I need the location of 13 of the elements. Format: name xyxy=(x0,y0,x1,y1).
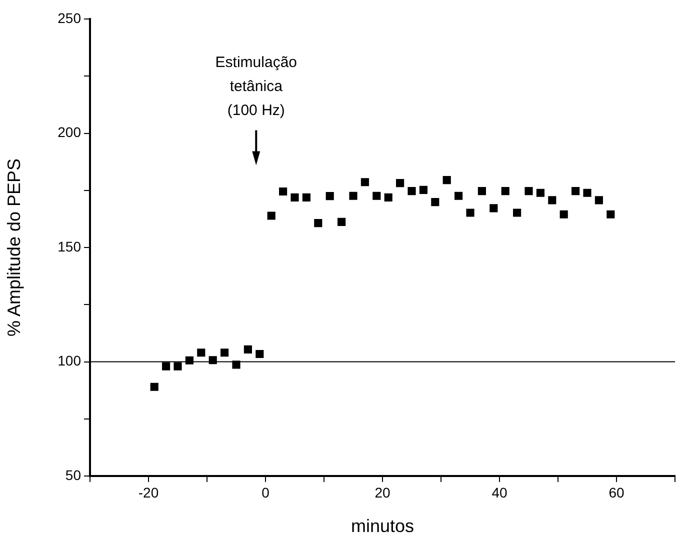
x-tick-label: 60 xyxy=(608,484,624,500)
x-tick-label: 0 xyxy=(262,484,270,500)
annotation: Estimulação tetânica (100 Hz) xyxy=(215,54,297,120)
x-tick-label: 40 xyxy=(492,484,508,500)
y-tick-label: 250 xyxy=(58,10,82,26)
y-tick-label: 200 xyxy=(58,124,82,140)
x-axis-title: minutos xyxy=(350,516,414,536)
y-tick-label: 100 xyxy=(58,352,82,369)
y-tick-label: 50 xyxy=(65,466,82,483)
x-tick-label: 20 xyxy=(374,484,390,500)
y-axis-title: % Amplitude do PEPS xyxy=(4,158,24,337)
y-tick-label: 150 xyxy=(58,238,82,254)
x-tick-label: -20 xyxy=(138,484,159,500)
